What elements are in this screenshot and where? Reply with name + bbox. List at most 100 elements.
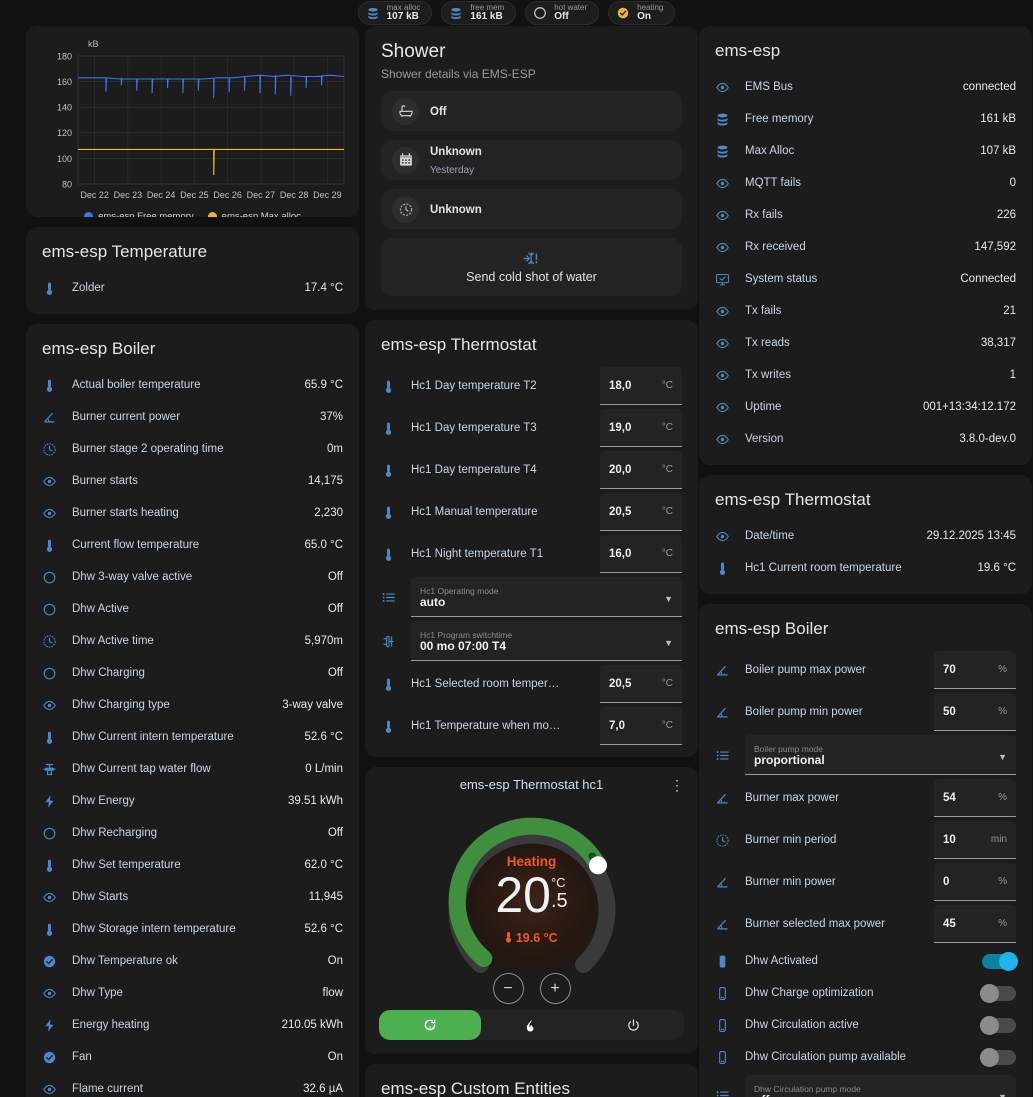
entity-row[interactable]: EMS Bus connected <box>715 71 1016 103</box>
increase-temperature-button[interactable]: + <box>539 973 571 1004</box>
entity-row[interactable]: Dhw Set temperature 62.0 °C <box>42 849 343 881</box>
entity-row[interactable]: Zolder 17.4 °C <box>42 272 343 304</box>
entity-row-input[interactable]: Hc1 Day temperature T2 18,0 °C <box>381 365 682 407</box>
entity-row[interactable]: Burner stage 2 operating time 0m <box>42 433 343 465</box>
entity-row[interactable]: Fan On <box>42 1041 343 1073</box>
select-control[interactable]: Dhw Circulation pump modeoff▼ <box>745 1075 1016 1097</box>
entity-row[interactable]: Dhw Energy 39.51 kWh <box>42 785 343 817</box>
entity-row[interactable]: Tx reads 38,317 <box>715 327 1016 359</box>
hvac-mode-auto-mode[interactable]: A <box>379 1010 481 1040</box>
entity-row[interactable]: Flame current 32.6 µA <box>42 1073 343 1097</box>
entity-row[interactable]: MQTT fails 0 <box>715 167 1016 199</box>
toggle-switch[interactable] <box>982 951 1018 971</box>
entity-row[interactable]: Dhw Current tap water flow 0 L/min <box>42 753 343 785</box>
entity-row-input[interactable]: Hc1 Selected room temper… 20,5 °C <box>381 663 682 705</box>
entity-row[interactable]: Burner current power 37% <box>42 401 343 433</box>
entity-row[interactable]: Dhw Active Off <box>42 593 343 625</box>
status-chip-hot-water[interactable]: hot water Off <box>525 1 600 25</box>
entity-row[interactable]: Current flow temperature 65.0 °C <box>42 529 343 561</box>
status-chip-heating[interactable]: heating On <box>608 1 676 25</box>
chevron-down-icon[interactable]: ▼ <box>664 593 673 604</box>
entity-row[interactable]: Max Alloc 107 kB <box>715 135 1016 167</box>
shower-tile[interactable]: Unknown Yesterday <box>381 140 682 180</box>
number-input[interactable]: 20,5 °C <box>600 665 682 703</box>
entity-row[interactable]: Tx writes 1 <box>715 359 1016 391</box>
entity-row-input[interactable]: Burner min period 10 min <box>715 819 1016 861</box>
number-input[interactable]: 50% <box>934 693 1016 731</box>
entity-row[interactable]: Dhw Recharging Off <box>42 817 343 849</box>
select-control[interactable]: Hc1 Operating mode auto ▼ <box>411 577 682 617</box>
entity-row[interactable]: Burner starts heating 2,230 <box>42 497 343 529</box>
status-chip-free-mem[interactable]: free mem 161 kB <box>441 1 517 25</box>
decrease-temperature-button[interactable]: − <box>492 973 524 1004</box>
number-input[interactable]: 20,5 °C <box>600 493 682 531</box>
select-control[interactable]: Hc1 Program switchtime 00 mo 07:00 T4 ▼ <box>411 621 682 661</box>
entity-row[interactable]: Dhw Storage intern temperature 52.6 °C <box>42 913 343 945</box>
number-input[interactable]: 18,0 °C <box>600 367 682 405</box>
entity-row-input[interactable]: Hc1 Temperature when mo… 7,0 °C <box>381 705 682 747</box>
entity-row[interactable]: Dhw Temperature ok On <box>42 945 343 977</box>
entity-row[interactable]: Dhw Active time 5,970m <box>42 625 343 657</box>
entity-row-input[interactable]: Burner selected max power 45% <box>715 903 1016 945</box>
more-options-icon[interactable]: ⋮ <box>670 776 684 793</box>
entity-row[interactable]: Dhw Type flow <box>42 977 343 1009</box>
entity-row[interactable]: Dhw Charging type 3-way valve <box>42 689 343 721</box>
entity-row-input[interactable]: Boiler pump max power 70% <box>715 649 1016 691</box>
entity-row-input[interactable]: Hc1 Day temperature T4 20,0 °C <box>381 449 682 491</box>
entity-row-select[interactable]: Hc1 Program switchtime 00 mo 07:00 T4 ▼ <box>381 619 682 663</box>
number-input[interactable]: 54% <box>934 779 1016 817</box>
entity-row-toggle[interactable]: Dhw Circulation pump available <box>715 1041 1016 1073</box>
toggle-switch[interactable] <box>980 1015 1016 1035</box>
entity-row-input[interactable]: Boiler pump min power 50% <box>715 691 1016 733</box>
status-chip-max-alloc[interactable]: max alloc 107 kB <box>357 1 433 25</box>
entity-row[interactable]: Burner starts 14,175 <box>42 465 343 497</box>
entity-row[interactable]: Energy heating 210.05 kWh <box>42 1009 343 1041</box>
toggle-switch[interactable] <box>980 983 1016 1003</box>
entity-row-toggle[interactable]: Dhw Circulation active <box>715 1009 1016 1041</box>
entity-row[interactable]: Hc1 Current room temperature 19.6 °C <box>715 552 1016 584</box>
entity-row-input[interactable]: Hc1 Manual temperature 20,5 °C <box>381 491 682 533</box>
entity-row-input[interactable]: Hc1 Night temperature T1 16,0 °C <box>381 533 682 575</box>
entity-row[interactable]: Dhw 3-way valve active Off <box>42 561 343 593</box>
entity-row[interactable]: Free memory 161 kB <box>715 103 1016 135</box>
temperature-dial[interactable]: Heating 20 °C .5 19.6 °C − + <box>365 792 698 1010</box>
entity-row[interactable]: Version 3.8.0-dev.0 <box>715 423 1016 455</box>
entity-row-select[interactable]: Hc1 Operating mode auto ▼ <box>381 575 682 619</box>
entity-row[interactable]: Rx received 147,592 <box>715 231 1016 263</box>
number-input[interactable]: 0% <box>934 863 1016 901</box>
chevron-down-icon[interactable]: ▼ <box>664 637 673 648</box>
number-input[interactable]: 19,0 °C <box>600 409 682 447</box>
entity-row[interactable]: Dhw Charging Off <box>42 657 343 689</box>
entity-row-select[interactable]: Dhw Circulation pump modeoff▼ <box>715 1073 1016 1097</box>
send-cold-shot-button[interactable]: Send cold shot of water <box>381 238 682 296</box>
chevron-down-icon[interactable]: ▼ <box>998 751 1007 762</box>
entity-row[interactable]: System status Connected <box>715 263 1016 295</box>
input-unit: min <box>990 834 1007 845</box>
select-control[interactable]: Boiler pump mode proportional ▼ <box>745 735 1016 775</box>
entity-row[interactable]: Actual boiler temperature 65.9 °C <box>42 369 343 401</box>
number-input[interactable]: 70% <box>934 651 1016 689</box>
number-input[interactable]: 10 min <box>934 821 1016 859</box>
toggle-switch[interactable] <box>980 1047 1016 1067</box>
entity-row[interactable]: Dhw Starts 11,945 <box>42 881 343 913</box>
number-input[interactable]: 45% <box>934 905 1016 943</box>
shower-tile[interactable]: Unknown <box>381 189 682 229</box>
chevron-down-icon[interactable]: ▼ <box>998 1091 1007 1097</box>
entity-row-select[interactable]: Boiler pump mode proportional ▼ <box>715 733 1016 777</box>
number-input[interactable]: 16,0 °C <box>600 535 682 573</box>
entity-row-input[interactable]: Burner max power 54% <box>715 777 1016 819</box>
entity-row[interactable]: Rx fails 226 <box>715 199 1016 231</box>
entity-row-toggle[interactable]: Dhw Activated <box>715 945 1018 977</box>
entity-row-toggle[interactable]: Dhw Charge optimization <box>715 977 1016 1009</box>
entity-row[interactable]: Dhw Current intern temperature 52.6 °C <box>42 721 343 753</box>
entity-row[interactable]: Tx fails 21 <box>715 295 1016 327</box>
entity-row[interactable]: Date/time 29.12.2025 13:45 <box>715 520 1016 552</box>
hvac-mode-flame[interactable] <box>481 1010 583 1040</box>
number-input[interactable]: 7,0 °C <box>600 707 682 745</box>
hvac-mode-power[interactable] <box>582 1010 684 1040</box>
entity-row[interactable]: Uptime 001+13:34:12.172 <box>715 391 1016 423</box>
number-input[interactable]: 20,0 °C <box>600 451 682 489</box>
entity-row-input[interactable]: Hc1 Day temperature T3 19,0 °C <box>381 407 682 449</box>
entity-row-input[interactable]: Burner min power 0% <box>715 861 1016 903</box>
shower-tile[interactable]: Off <box>381 91 682 131</box>
